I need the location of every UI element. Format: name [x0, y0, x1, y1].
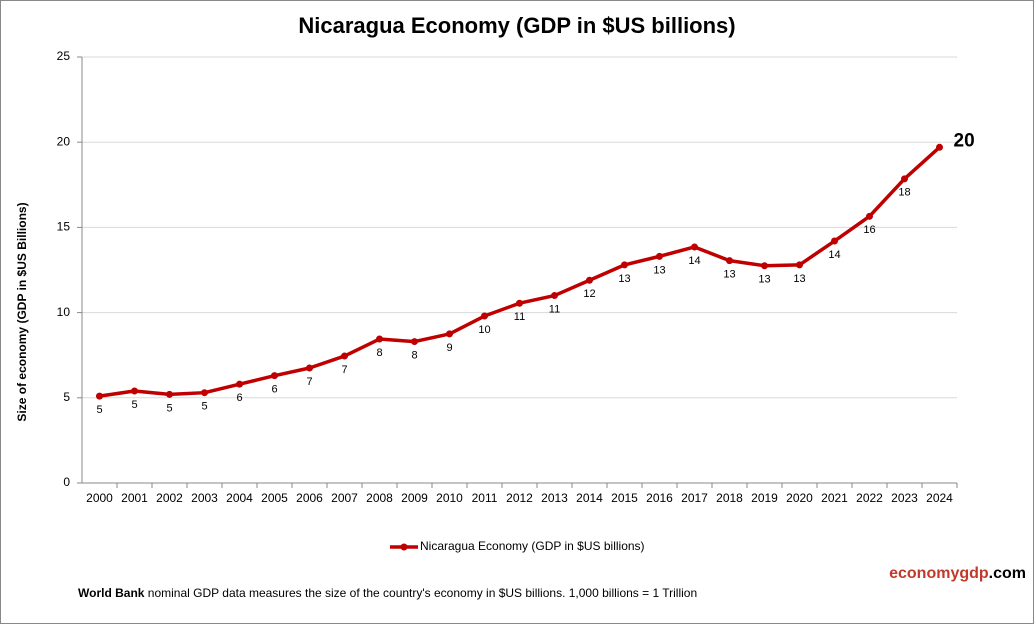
- data-label: 11: [549, 303, 560, 315]
- data-label: 8: [411, 349, 417, 361]
- data-point: [831, 237, 838, 245]
- data-label: 12: [583, 288, 595, 300]
- data-point: [341, 352, 348, 360]
- x-tick-label: 2012: [506, 491, 533, 505]
- data-label: 5: [96, 404, 102, 416]
- data-label: 13: [793, 273, 805, 285]
- x-tick-label: 2008: [366, 491, 393, 505]
- data-label: 8: [376, 347, 382, 359]
- data-point: [726, 257, 733, 265]
- data-label: 16: [863, 224, 875, 236]
- data-point: [866, 212, 873, 220]
- x-tick-label: 2019: [751, 491, 778, 505]
- data-point: [411, 338, 418, 346]
- x-tick-label: 2015: [611, 491, 638, 505]
- x-tick-label: 2009: [401, 491, 428, 505]
- data-point: [516, 299, 523, 307]
- brand-name: economygdp: [889, 565, 989, 582]
- x-tick-label: 2011: [472, 491, 498, 505]
- data-label: 13: [723, 269, 735, 281]
- chart-title: Nicaragua Economy (GDP in $US billions): [298, 13, 735, 38]
- data-point: [586, 276, 593, 284]
- data-label: 7: [341, 364, 347, 376]
- x-tick-label: 2006: [296, 491, 323, 505]
- x-tick-label: 2005: [261, 491, 288, 505]
- data-point: [166, 390, 173, 398]
- x-tick-label: 2003: [191, 491, 218, 505]
- data-label: 6: [236, 392, 242, 404]
- data-label: 14: [688, 255, 700, 267]
- legend-marker: [400, 543, 408, 551]
- x-tick-label: 2013: [541, 491, 568, 505]
- data-label: 18: [898, 187, 910, 199]
- data-point: [901, 175, 908, 183]
- y-axis-title: Size of economy (GDP in $US Billions): [15, 202, 29, 421]
- x-tick-label: 2017: [681, 491, 708, 505]
- data-point: [621, 261, 628, 269]
- data-label: 13: [618, 273, 630, 285]
- data-label: 9: [446, 342, 452, 354]
- data-label: 11: [514, 311, 525, 323]
- x-tick-label: 2024: [926, 491, 953, 505]
- data-point: [236, 380, 243, 388]
- data-point: [201, 389, 208, 397]
- brand: economygdp.com: [889, 565, 1026, 582]
- data-label: 7: [306, 376, 312, 388]
- x-tick-label: 2007: [331, 491, 358, 505]
- data-label: 5: [131, 399, 137, 411]
- data-point: [656, 252, 663, 260]
- footnote-text: nominal GDP data measures the size of th…: [148, 586, 697, 600]
- x-tick-label: 2004: [226, 491, 253, 505]
- data-point: [306, 364, 313, 372]
- x-tick-label: 2023: [891, 491, 918, 505]
- data-point: [376, 335, 383, 343]
- data-label: 6: [271, 384, 277, 396]
- x-tick-label: 2018: [716, 491, 743, 505]
- brand-suffix: .com: [989, 565, 1026, 582]
- data-label: 20: [954, 130, 975, 151]
- data-point: [131, 387, 138, 395]
- y-tick-label: 25: [57, 49, 71, 63]
- x-tick-label: 2002: [156, 491, 183, 505]
- x-tick-label: 2016: [646, 491, 673, 505]
- x-tick-label: 2021: [821, 491, 848, 505]
- legend-label: Nicaragua Economy (GDP in $US billions): [420, 539, 645, 553]
- y-tick-label: 15: [57, 220, 71, 234]
- footnote: World Bank nominal GDP data measures the…: [78, 586, 697, 600]
- data-label: 5: [166, 402, 172, 414]
- data-label: 14: [828, 249, 840, 261]
- y-tick-label: 10: [57, 305, 71, 319]
- x-tick-label: 2001: [121, 491, 148, 505]
- x-tick-label: 2010: [436, 491, 463, 505]
- data-point: [271, 372, 278, 380]
- y-tick-label: 5: [63, 390, 70, 404]
- y-tick-label: 0: [63, 475, 70, 489]
- data-label: 5: [201, 401, 207, 413]
- data-point: [446, 330, 453, 338]
- x-tick-label: 2020: [786, 491, 813, 505]
- x-tick-label: 2014: [576, 491, 603, 505]
- data-point: [761, 262, 768, 270]
- data-point: [936, 143, 943, 151]
- data-point: [691, 243, 698, 251]
- data-point: [96, 392, 103, 400]
- data-label: 10: [478, 324, 490, 336]
- x-tick-label: 2022: [856, 491, 883, 505]
- data-label: 13: [758, 274, 770, 286]
- data-label: 13: [653, 264, 665, 276]
- footnote-source: World Bank: [78, 586, 145, 600]
- x-tick-label: 2000: [86, 491, 113, 505]
- data-point: [481, 312, 488, 320]
- data-point: [551, 292, 558, 300]
- y-tick-label: 20: [57, 134, 71, 148]
- data-point: [796, 261, 803, 269]
